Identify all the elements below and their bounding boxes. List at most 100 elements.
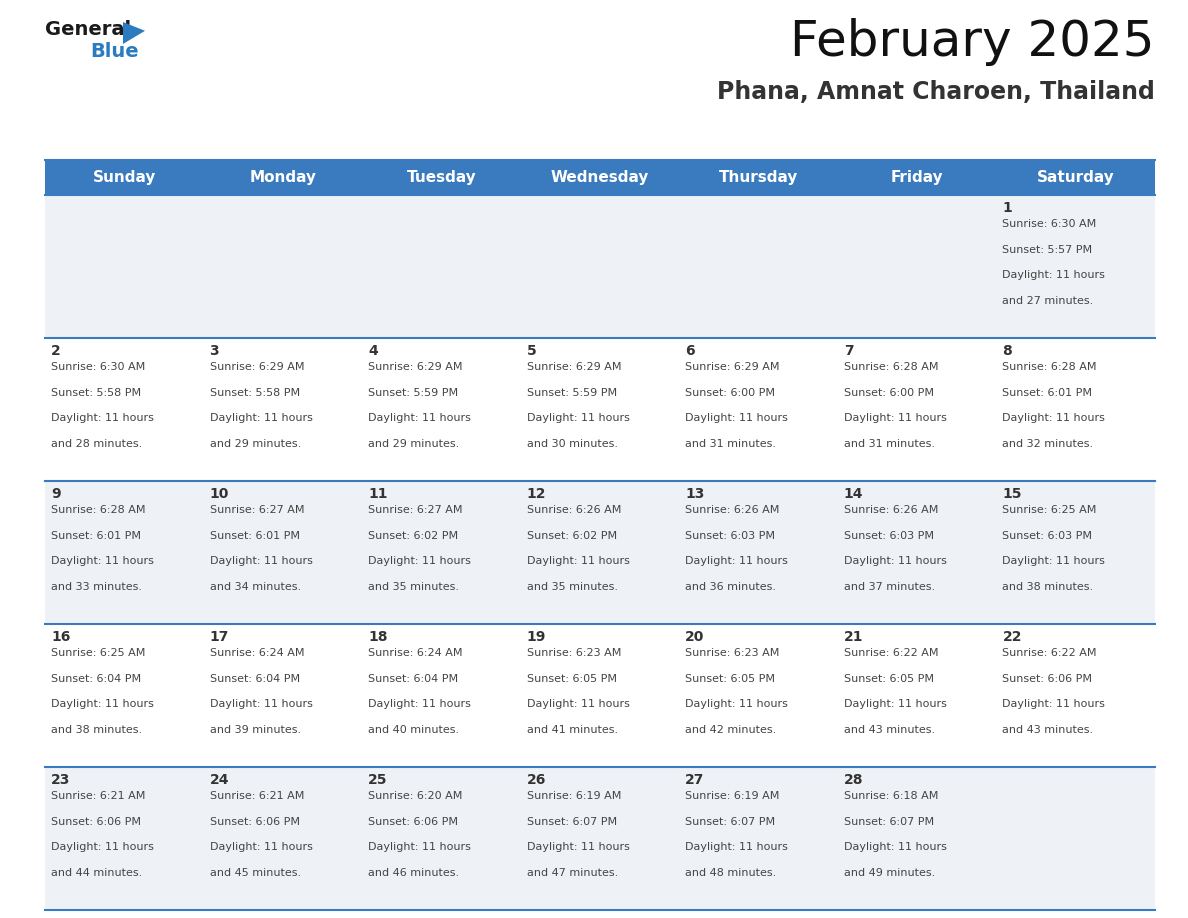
Text: Sunrise: 6:29 AM: Sunrise: 6:29 AM [685,362,779,372]
Text: and 29 minutes.: and 29 minutes. [368,439,460,449]
Text: Sunrise: 6:28 AM: Sunrise: 6:28 AM [51,505,145,515]
Text: and 40 minutes.: and 40 minutes. [368,724,460,734]
Text: and 30 minutes.: and 30 minutes. [526,439,618,449]
Text: Daylight: 11 hours: Daylight: 11 hours [51,842,154,852]
Text: Daylight: 11 hours: Daylight: 11 hours [1003,413,1105,423]
Text: 19: 19 [526,630,546,644]
Text: Daylight: 11 hours: Daylight: 11 hours [685,700,788,709]
Text: and 38 minutes.: and 38 minutes. [51,724,143,734]
Text: 14: 14 [843,487,864,501]
Text: Sunrise: 6:30 AM: Sunrise: 6:30 AM [51,362,145,372]
Text: Daylight: 11 hours: Daylight: 11 hours [368,842,470,852]
Text: Daylight: 11 hours: Daylight: 11 hours [685,842,788,852]
Text: Sunset: 5:59 PM: Sunset: 5:59 PM [526,387,617,397]
Text: 24: 24 [209,773,229,787]
Text: Sunrise: 6:22 AM: Sunrise: 6:22 AM [1003,648,1097,658]
Text: Sunrise: 6:27 AM: Sunrise: 6:27 AM [209,505,304,515]
Text: and 33 minutes.: and 33 minutes. [51,582,143,592]
Text: Sunrise: 6:28 AM: Sunrise: 6:28 AM [843,362,939,372]
Text: Daylight: 11 hours: Daylight: 11 hours [1003,270,1105,280]
Text: Daylight: 11 hours: Daylight: 11 hours [368,700,470,709]
Text: Daylight: 11 hours: Daylight: 11 hours [1003,556,1105,566]
Text: Sunset: 6:06 PM: Sunset: 6:06 PM [368,816,459,826]
Text: Daylight: 11 hours: Daylight: 11 hours [843,700,947,709]
Text: and 47 minutes.: and 47 minutes. [526,868,618,878]
Text: 27: 27 [685,773,704,787]
Text: 25: 25 [368,773,387,787]
Text: Daylight: 11 hours: Daylight: 11 hours [526,413,630,423]
Text: Sunrise: 6:29 AM: Sunrise: 6:29 AM [368,362,462,372]
Text: and 41 minutes.: and 41 minutes. [526,724,618,734]
Text: Daylight: 11 hours: Daylight: 11 hours [843,556,947,566]
Text: Sunrise: 6:29 AM: Sunrise: 6:29 AM [526,362,621,372]
Text: Sunset: 6:04 PM: Sunset: 6:04 PM [51,674,141,684]
Bar [45,481,1155,624]
Text: General: General [45,20,131,39]
Text: 15: 15 [1003,487,1022,501]
Text: Sunset: 6:07 PM: Sunset: 6:07 PM [685,816,776,826]
Text: 6: 6 [685,344,695,358]
Text: 9: 9 [51,487,61,501]
Text: Daylight: 11 hours: Daylight: 11 hours [1003,700,1105,709]
Text: 4: 4 [368,344,378,358]
Text: Blue: Blue [90,42,139,61]
Text: 8: 8 [1003,344,1012,358]
Text: and 27 minutes.: and 27 minutes. [1003,296,1094,306]
Text: 2: 2 [51,344,61,358]
Text: Saturday: Saturday [1037,170,1114,185]
Text: and 36 minutes.: and 36 minutes. [685,582,776,592]
Text: Daylight: 11 hours: Daylight: 11 hours [685,413,788,423]
Text: Sunset: 6:02 PM: Sunset: 6:02 PM [526,531,617,541]
Text: 1: 1 [1003,201,1012,215]
Text: and 39 minutes.: and 39 minutes. [209,724,301,734]
Text: Sunset: 6:05 PM: Sunset: 6:05 PM [526,674,617,684]
Text: 18: 18 [368,630,387,644]
Text: and 44 minutes.: and 44 minutes. [51,868,143,878]
Bar [45,767,1155,910]
Text: Sunday: Sunday [93,170,156,185]
Text: Sunset: 6:04 PM: Sunset: 6:04 PM [368,674,459,684]
Text: Sunrise: 6:21 AM: Sunrise: 6:21 AM [209,791,304,801]
Text: and 38 minutes.: and 38 minutes. [1003,582,1093,592]
Text: Daylight: 11 hours: Daylight: 11 hours [209,700,312,709]
Text: 3: 3 [209,344,220,358]
Text: Sunrise: 6:21 AM: Sunrise: 6:21 AM [51,791,145,801]
Text: Daylight: 11 hours: Daylight: 11 hours [51,413,154,423]
Text: and 35 minutes.: and 35 minutes. [526,582,618,592]
Text: and 32 minutes.: and 32 minutes. [1003,439,1093,449]
Text: 10: 10 [209,487,229,501]
Text: and 31 minutes.: and 31 minutes. [685,439,776,449]
Text: 23: 23 [51,773,70,787]
Text: Daylight: 11 hours: Daylight: 11 hours [526,556,630,566]
Text: and 29 minutes.: and 29 minutes. [209,439,301,449]
Text: Sunrise: 6:24 AM: Sunrise: 6:24 AM [368,648,462,658]
Text: Sunset: 6:03 PM: Sunset: 6:03 PM [685,531,776,541]
Text: and 49 minutes.: and 49 minutes. [843,868,935,878]
Text: Daylight: 11 hours: Daylight: 11 hours [51,556,154,566]
Bar [45,338,1155,481]
Text: Daylight: 11 hours: Daylight: 11 hours [368,556,470,566]
Text: and 45 minutes.: and 45 minutes. [209,868,301,878]
Text: Sunrise: 6:23 AM: Sunrise: 6:23 AM [685,648,779,658]
Text: and 31 minutes.: and 31 minutes. [843,439,935,449]
Text: Sunrise: 6:30 AM: Sunrise: 6:30 AM [1003,219,1097,229]
Text: Sunrise: 6:22 AM: Sunrise: 6:22 AM [843,648,939,658]
Text: Sunset: 6:01 PM: Sunset: 6:01 PM [209,531,299,541]
Text: Friday: Friday [891,170,943,185]
Text: and 46 minutes.: and 46 minutes. [368,868,460,878]
Text: Daylight: 11 hours: Daylight: 11 hours [368,413,470,423]
Polygon shape [124,22,145,44]
Text: and 34 minutes.: and 34 minutes. [209,582,301,592]
Text: Sunset: 6:05 PM: Sunset: 6:05 PM [843,674,934,684]
Text: Sunrise: 6:19 AM: Sunrise: 6:19 AM [526,791,621,801]
Text: Sunset: 6:06 PM: Sunset: 6:06 PM [51,816,141,826]
Text: Sunset: 6:03 PM: Sunset: 6:03 PM [1003,531,1093,541]
Text: Sunset: 5:59 PM: Sunset: 5:59 PM [368,387,459,397]
Text: Sunrise: 6:27 AM: Sunrise: 6:27 AM [368,505,462,515]
Text: Sunset: 6:07 PM: Sunset: 6:07 PM [843,816,934,826]
Text: Sunset: 6:04 PM: Sunset: 6:04 PM [209,674,299,684]
Text: Daylight: 11 hours: Daylight: 11 hours [51,700,154,709]
Text: Sunrise: 6:25 AM: Sunrise: 6:25 AM [51,648,145,658]
Text: Phana, Amnat Charoen, Thailand: Phana, Amnat Charoen, Thailand [718,80,1155,104]
Text: and 42 minutes.: and 42 minutes. [685,724,777,734]
